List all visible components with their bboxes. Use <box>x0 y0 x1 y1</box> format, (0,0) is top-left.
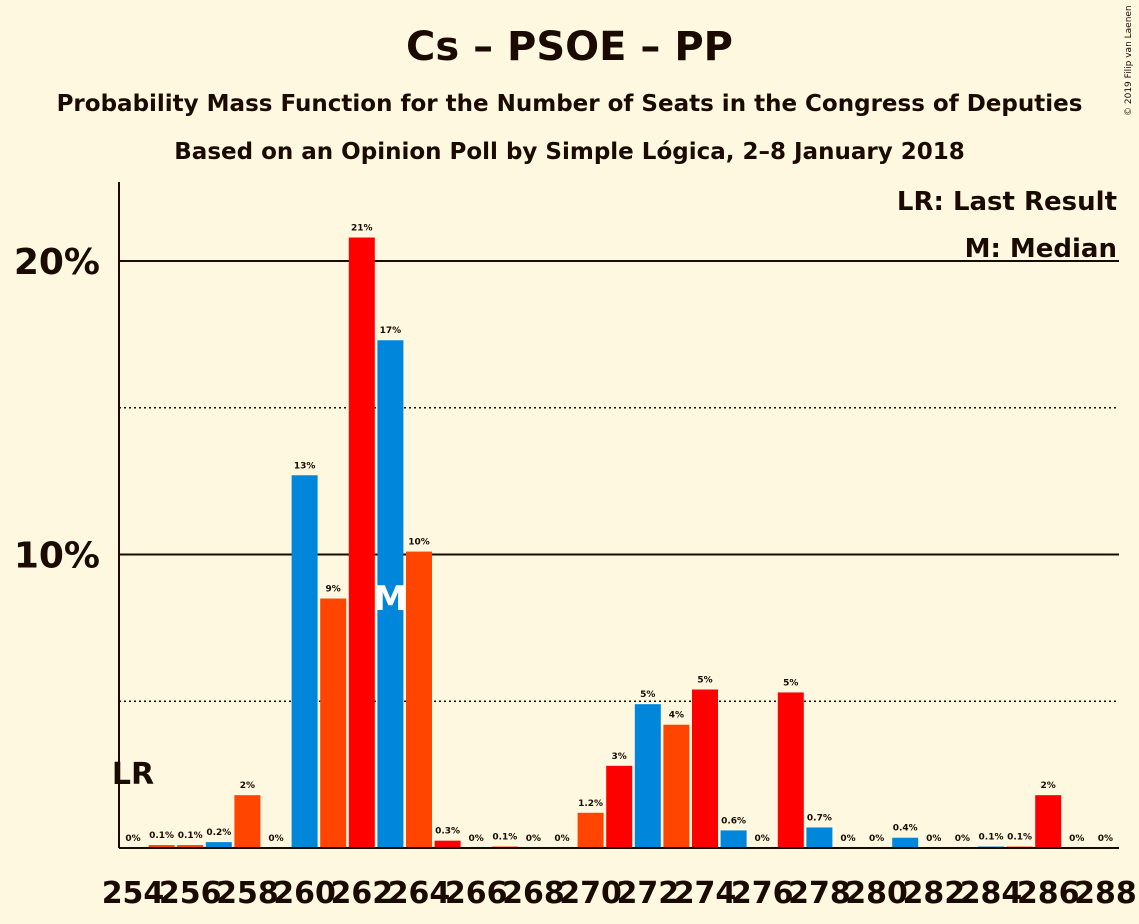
data-label: 1.2% <box>578 799 603 809</box>
data-label: 5% <box>640 690 655 700</box>
bar <box>434 840 461 848</box>
x-tick-label: 278 <box>788 876 851 911</box>
x-tick-label: 270 <box>559 876 622 911</box>
bar <box>377 340 404 848</box>
data-label: 0% <box>526 834 541 844</box>
x-tick-label: 262 <box>330 876 393 911</box>
bar <box>406 551 432 848</box>
y-tick-label: 20% <box>14 242 100 283</box>
last-result-marker: LR <box>112 757 154 792</box>
y-tick-label: 10% <box>14 536 100 577</box>
data-label: 10% <box>408 538 430 548</box>
data-label: 0.7% <box>807 813 832 823</box>
data-label: 5% <box>697 676 712 686</box>
data-label: 2% <box>240 781 255 791</box>
data-label: 0.1% <box>1007 833 1032 843</box>
bar <box>806 827 833 848</box>
data-label: 0.1% <box>979 833 1004 843</box>
data-label: 0% <box>469 834 484 844</box>
bar <box>177 845 204 848</box>
bar <box>777 692 804 848</box>
data-label: 0% <box>955 834 970 844</box>
data-label: 2% <box>1041 781 1056 791</box>
bar <box>320 598 347 848</box>
x-tick-label: 266 <box>445 876 508 911</box>
data-label: 13% <box>294 461 316 471</box>
data-label: 0.1% <box>178 831 203 841</box>
bar <box>634 704 661 848</box>
x-tick-label: 268 <box>502 876 565 911</box>
data-label: 3% <box>612 752 627 762</box>
x-tick-label: 276 <box>731 876 794 911</box>
data-label: 5% <box>783 678 798 688</box>
data-label: 0.1% <box>149 831 174 841</box>
data-label: 9% <box>326 585 341 595</box>
data-label: 21% <box>351 224 373 234</box>
bar <box>692 689 718 848</box>
bar <box>663 724 690 848</box>
chart-subtitle-poll: Based on an Opinion Poll by Simple Lógic… <box>174 139 965 165</box>
data-label: 4% <box>669 711 684 721</box>
bar <box>234 795 261 848</box>
x-tick-label: 288 <box>1074 876 1137 911</box>
x-tick-label: 280 <box>845 876 908 911</box>
bar <box>291 475 318 848</box>
data-label: 0% <box>840 834 855 844</box>
data-label: 0% <box>554 834 569 844</box>
bar <box>1035 795 1062 848</box>
chart-title: Cs – PSOE – PP <box>406 24 733 70</box>
bar <box>577 812 604 848</box>
data-label: 0% <box>1098 834 1113 844</box>
bar <box>148 845 175 848</box>
bar <box>205 842 232 848</box>
data-label: 0% <box>926 834 941 844</box>
x-tick-label: 272 <box>616 876 679 911</box>
legend-last-result: LR: Last Result <box>897 187 1117 217</box>
data-label: 0.2% <box>206 828 231 838</box>
bar <box>720 830 747 848</box>
x-tick-label: 284 <box>960 876 1023 911</box>
x-tick-label: 286 <box>1017 876 1080 911</box>
data-label: 0.4% <box>893 824 918 834</box>
x-tick-label: 254 <box>102 876 165 911</box>
data-label: 0% <box>869 834 884 844</box>
bar <box>348 237 375 848</box>
data-label: 0.1% <box>492 833 517 843</box>
median-marker: M <box>373 579 407 619</box>
x-tick-label: 260 <box>273 876 336 911</box>
x-tick-label: 256 <box>159 876 222 911</box>
data-label: 0.3% <box>435 827 460 837</box>
data-label: 0% <box>125 834 140 844</box>
data-label: 0% <box>268 834 283 844</box>
x-tick-label: 274 <box>674 876 737 911</box>
x-tick-label: 282 <box>902 876 965 911</box>
bar <box>606 765 633 848</box>
chart-subtitle: Probability Mass Function for the Number… <box>56 91 1083 117</box>
x-tick-label: 264 <box>388 876 451 911</box>
x-tick-label: 258 <box>216 876 279 911</box>
bar <box>892 837 919 848</box>
data-label: 17% <box>380 326 402 336</box>
data-label: 0% <box>1069 834 1084 844</box>
data-label: 0.6% <box>721 816 746 826</box>
legend-median: M: Median <box>965 234 1117 264</box>
data-label: 0% <box>755 834 770 844</box>
